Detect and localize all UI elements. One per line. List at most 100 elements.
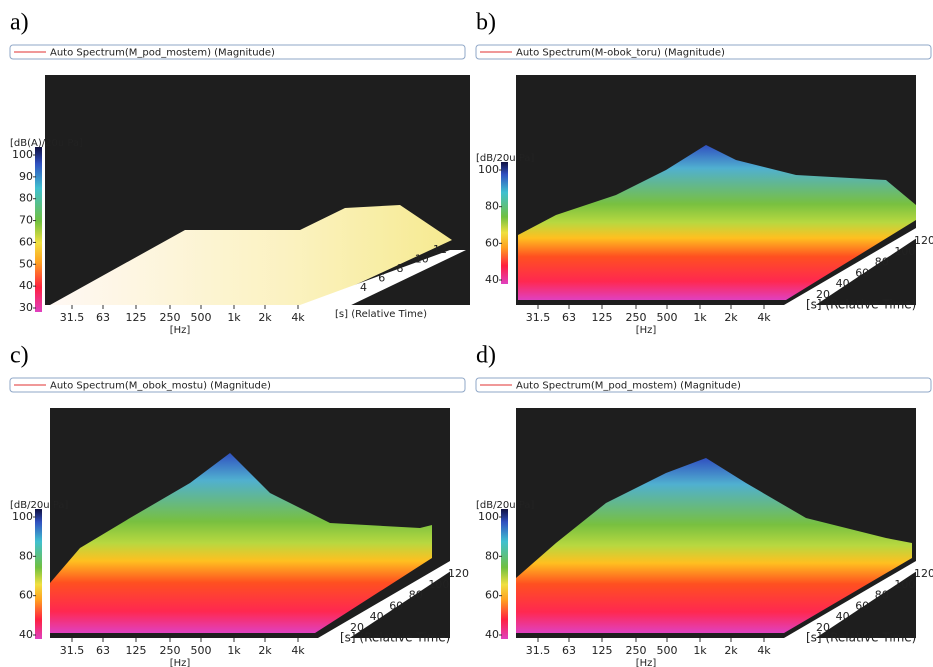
legend-text: Auto Spectrum(M_pod_mostem) (Magnitude) — [516, 381, 741, 392]
y-tick-label: 60 — [19, 589, 33, 602]
time-tick-label: 20 — [816, 621, 830, 634]
x-axis-label: [Hz] — [636, 658, 657, 667]
x-tick-label: 125 — [592, 311, 613, 324]
x-tick-label: 1k — [693, 644, 707, 657]
x-tick-label: 250 — [160, 644, 181, 657]
time-tick-label: 40 — [836, 610, 850, 623]
y-tick-label: 80 — [485, 200, 499, 213]
time-axis-floor — [300, 250, 466, 320]
time-tick-label: 40 — [836, 277, 850, 290]
surface — [516, 458, 912, 633]
surface — [518, 145, 916, 300]
y-axis-label: [dB/20u Pa] — [476, 500, 534, 511]
y-tick-label: 70 — [19, 214, 33, 227]
legend-text: Auto Spectrum(M_obok_mostu) (Magnitude) — [50, 381, 271, 392]
y-axis-label: [dB/20u Pa] — [476, 153, 534, 164]
time-tick-label: 60 — [855, 266, 869, 279]
x-tick-label: 250 — [626, 644, 647, 657]
colorbar — [35, 509, 42, 639]
x-axis-label: [Hz] — [636, 325, 657, 336]
time-tick-label: 4 — [360, 281, 367, 294]
time-tick-label: 100 — [894, 578, 915, 591]
panel-label: d) — [476, 343, 496, 369]
legend-text: Auto Spectrum(M-obok_toru) (Magnitude) — [516, 48, 725, 59]
x-tick-label: 250 — [626, 311, 647, 324]
time-axis-label: [s] (Relative Time) — [806, 298, 916, 312]
white-floor — [0, 638, 466, 666]
x-tick-label: 250 — [160, 311, 181, 324]
panel-label: b) — [476, 10, 496, 36]
colorbar — [501, 162, 508, 284]
x-tick-label: 31.5 — [60, 644, 85, 657]
x-tick-label: 1k — [227, 311, 241, 324]
y-tick-label: 100 — [12, 510, 33, 523]
time-tick-label: 120 — [448, 567, 469, 580]
x-tick-label: 63 — [562, 311, 576, 324]
x-tick-label: 125 — [126, 311, 147, 324]
y-tick-label: 40 — [485, 273, 499, 286]
white-floor — [466, 638, 932, 666]
legend-box — [475, 377, 932, 393]
y-axis-label: [dB(A)/20u Pa] — [10, 138, 83, 149]
time-axis-label: [s] (Relative Time) — [340, 631, 450, 645]
y-tick-label: 40 — [19, 279, 33, 292]
legend-box — [9, 377, 466, 393]
x-tick-label: 1k — [693, 311, 707, 324]
x-tick-label: 125 — [126, 644, 147, 657]
legend-text: Auto Spectrum(M_pod_mostem) (Magnitude) — [50, 48, 275, 59]
legend-box — [475, 44, 932, 60]
time-tick-label: 40 — [370, 610, 384, 623]
time-tick-label: 100 — [894, 245, 915, 258]
colorbar — [501, 509, 508, 639]
time-tick-label: 20 — [350, 621, 364, 634]
x-axis-label: [Hz] — [170, 325, 191, 336]
x-tick-label: 31.5 — [60, 311, 85, 324]
y-tick-label: 40 — [19, 628, 33, 641]
y-tick-label: 80 — [19, 549, 33, 562]
legend-box — [9, 44, 466, 60]
y-tick-label: 50 — [19, 257, 33, 270]
time-axis-floor — [784, 561, 932, 651]
time-tick-label: 80 — [875, 589, 889, 602]
time-axis-floor — [318, 561, 466, 651]
y-tick-label: 30 — [19, 301, 33, 314]
time-tick-label: 20 — [816, 288, 830, 301]
x-tick-label: 125 — [592, 644, 613, 657]
x-tick-label: 4k — [757, 311, 771, 324]
y-tick-label: 100 — [12, 148, 33, 161]
panel-label: a) — [10, 10, 29, 36]
x-tick-label: 500 — [657, 311, 678, 324]
x-tick-label: 500 — [657, 644, 678, 657]
white-floor — [466, 305, 932, 333]
x-axis-label: [Hz] — [170, 658, 191, 667]
y-tick-label: 60 — [485, 589, 499, 602]
colorbar — [35, 147, 42, 312]
time-axis-label: [s] (Relative Time) — [335, 309, 427, 320]
time-tick-label: 10 — [415, 253, 429, 266]
x-tick-label: 31.5 — [526, 644, 551, 657]
x-tick-label: 63 — [96, 644, 110, 657]
panel-label: c) — [10, 343, 29, 369]
x-tick-label: 4k — [291, 644, 305, 657]
x-tick-label: 4k — [291, 311, 305, 324]
x-tick-label: 2k — [258, 311, 272, 324]
surface — [50, 205, 452, 305]
x-tick-label: 500 — [191, 311, 212, 324]
time-tick-label: 12 — [433, 243, 447, 256]
time-axis-floor — [784, 228, 932, 318]
time-axis-label: [s] (Relative Time) — [806, 631, 916, 645]
y-tick-label: 40 — [485, 628, 499, 641]
x-tick-label: 2k — [724, 311, 738, 324]
y-tick-label: 60 — [485, 236, 499, 249]
panel: b) Auto Spectrum(M-obok_toru) (Magnitude)… — [466, 10, 933, 336]
time-tick-label: 80 — [875, 256, 889, 269]
y-tick-label: 100 — [478, 163, 499, 176]
x-tick-label: 1k — [227, 644, 241, 657]
y-tick-label: 90 — [19, 170, 33, 183]
x-tick-label: 4k — [757, 644, 771, 657]
panel: d) Auto Spectrum(M_pod_mostem) (Magnitude… — [466, 343, 933, 667]
x-tick-label: 2k — [258, 644, 272, 657]
time-tick-label: 100 — [428, 578, 449, 591]
x-tick-label: 31.5 — [526, 311, 551, 324]
